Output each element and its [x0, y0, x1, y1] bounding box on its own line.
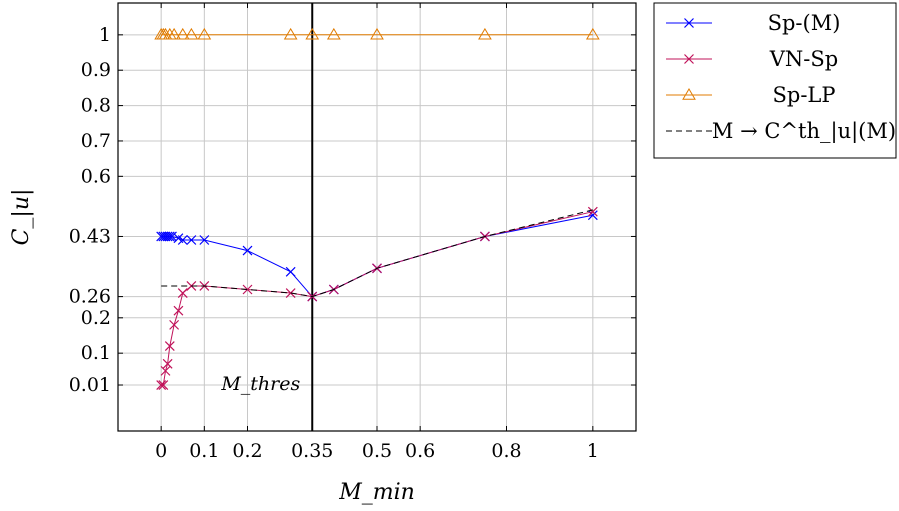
x-tick-label: 0.5 — [362, 440, 392, 462]
legend-label: VN-Sp — [769, 47, 838, 71]
y-tick-label: 0.6 — [81, 165, 111, 187]
point-marker — [164, 341, 175, 352]
threshold-label: M_thres — [220, 373, 300, 395]
y-tick-label: 0.2 — [81, 307, 111, 329]
series-layer — [154, 27, 600, 390]
y-tick-label: 1 — [99, 24, 111, 46]
y-tick-label: 0.43 — [69, 225, 111, 247]
y-tick-label: 0.8 — [81, 95, 111, 117]
point-marker — [177, 288, 188, 298]
legend-box — [653, 2, 897, 159]
point-marker — [684, 54, 694, 64]
point-marker — [478, 27, 492, 40]
x-tick-label: 1 — [587, 440, 599, 462]
point-marker — [160, 365, 171, 376]
point-marker — [585, 27, 600, 40]
legend-label: Sp-(M) — [768, 11, 841, 35]
point-marker — [162, 231, 173, 242]
x-tick-label: 0.1 — [189, 440, 219, 462]
x-tick-label: 0.2 — [232, 440, 262, 462]
point-marker — [162, 358, 173, 369]
x-tick-label: 0 — [155, 440, 167, 462]
point-marker — [587, 206, 598, 217]
y-tick-label: 0.1 — [81, 342, 111, 364]
legend-label: Sp-LP — [773, 83, 836, 107]
x-tick-label: 0.35 — [291, 440, 333, 462]
point-marker — [167, 27, 181, 40]
point-marker — [370, 27, 384, 40]
point-marker — [326, 27, 341, 40]
legend-label: M → C^th_|u|(M) — [712, 119, 896, 144]
x-axis-label: M_min — [338, 480, 415, 505]
y-tick-label: 0.7 — [81, 130, 111, 152]
point-marker — [158, 380, 169, 390]
grid — [118, 3, 636, 431]
point-marker — [242, 245, 253, 256]
point-marker — [285, 266, 296, 277]
point-marker — [684, 18, 694, 28]
y-tick-label: 0.01 — [69, 374, 111, 396]
point-marker — [173, 305, 184, 316]
point-marker — [199, 235, 210, 245]
point-marker — [186, 235, 197, 245]
point-marker — [283, 27, 298, 40]
point-marker — [285, 288, 296, 298]
point-marker — [167, 231, 177, 242]
point-marker — [242, 284, 253, 295]
point-marker — [162, 27, 177, 40]
point-marker — [164, 231, 175, 242]
y-tick-label: 0.9 — [81, 59, 111, 81]
legend: Sp-(M) VN-Sp Sp-LP M → C^th_|u|(M) — [653, 2, 897, 159]
series-group — [154, 27, 600, 40]
y-tick-label: 0.26 — [69, 286, 111, 308]
point-marker — [305, 27, 320, 40]
y-axis-label: C_|u| — [9, 189, 34, 246]
x-tick-label: 0.6 — [405, 440, 435, 462]
point-marker — [169, 319, 180, 330]
point-marker — [197, 27, 212, 40]
point-marker — [156, 27, 171, 40]
x-tick-label: 0.8 — [491, 440, 521, 462]
point-marker — [175, 27, 190, 40]
tick-labels: 0 0.1 0.2 0.35 0.5 0.6 0.8 10.010.10.20.260.430… — [69, 24, 599, 462]
point-marker — [177, 235, 188, 245]
point-marker — [682, 88, 696, 100]
plot-frame — [117, 2, 637, 432]
point-marker — [184, 27, 199, 40]
point-marker — [156, 380, 167, 390]
